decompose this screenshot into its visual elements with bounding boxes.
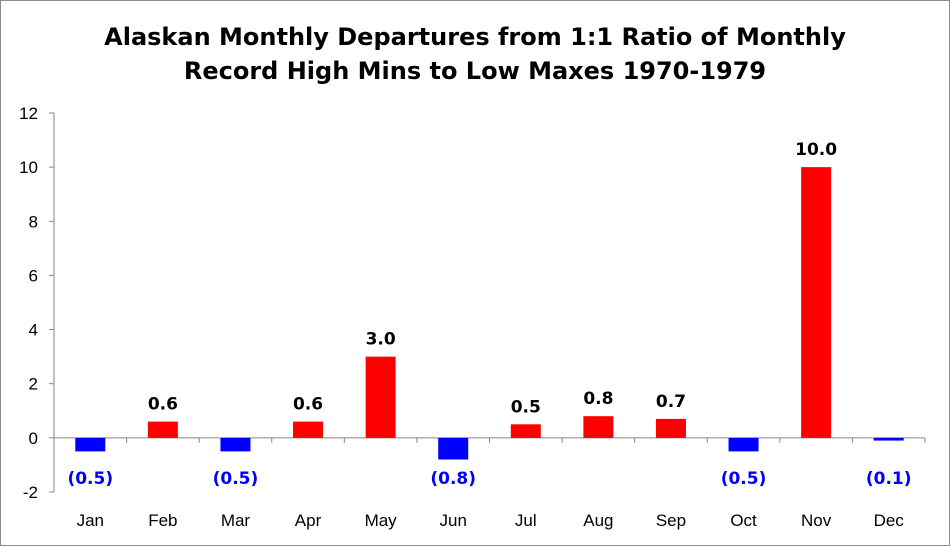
data-labels: (0.5) 0.6 (0.5) 0.6 3.0 (0.8) 0.5 0.8 0.7 (0.5) 10…	[67, 140, 911, 489]
x-tick-label: Apr	[295, 511, 322, 530]
y-axis-ticks: -2 0 2 4 6 8 10 12	[19, 104, 54, 502]
data-label: 3.0	[366, 330, 396, 350]
y-tick-label: 2	[29, 375, 38, 394]
y-tick-label: 10	[19, 158, 38, 177]
x-tick-label: Jan	[77, 511, 104, 530]
x-tick-label: Oct	[730, 511, 757, 530]
chart-title-line-2: Record High Mins to Low Maxes 1970-1979	[183, 57, 767, 85]
data-label: 0.7	[656, 392, 686, 412]
data-label: 0.8	[583, 389, 613, 409]
bars	[75, 167, 904, 460]
data-label: (0.5)	[721, 469, 767, 489]
y-tick-label: 0	[29, 429, 38, 448]
x-tick-label: Jul	[515, 511, 537, 530]
x-tick-label: Jun	[439, 511, 466, 530]
data-label: 0.5	[511, 397, 541, 417]
x-tick-label: Dec	[874, 511, 905, 530]
bar	[510, 424, 541, 438]
x-tick-label: Feb	[148, 511, 177, 530]
bar	[75, 437, 106, 452]
bar	[438, 437, 469, 460]
bar	[293, 421, 324, 438]
data-label: (0.5)	[67, 469, 113, 489]
data-label: (0.8)	[430, 469, 476, 489]
bar	[365, 356, 396, 438]
data-label: (0.5)	[213, 469, 259, 489]
data-label: 0.6	[293, 395, 323, 415]
chart-title-line-1: Alaskan Monthly Departures from 1:1 Rati…	[104, 23, 846, 51]
y-tick-label: -2	[23, 483, 38, 502]
data-label: 0.6	[148, 395, 178, 415]
data-label: 10.0	[795, 140, 837, 160]
y-tick-label: 6	[29, 266, 38, 285]
bar	[655, 418, 686, 438]
chart-title: Alaskan Monthly Departures from 1:1 Rati…	[0, 20, 950, 88]
y-tick-label: 12	[19, 104, 38, 123]
y-tick-label: 8	[29, 212, 38, 231]
bar	[220, 437, 251, 452]
x-tick-label: Sep	[656, 511, 686, 530]
bar	[873, 437, 904, 441]
bar	[728, 437, 759, 452]
x-tick-label: Aug	[583, 511, 613, 530]
bar	[583, 416, 614, 438]
x-tick-label: May	[365, 511, 398, 530]
bar	[801, 167, 832, 438]
y-tick-label: 4	[29, 321, 38, 340]
x-axis-ticks: Jan Feb Mar Apr May Jun Jul Aug Sep Oct Nov Dec	[53, 437, 926, 530]
x-tick-label: Mar	[221, 511, 251, 530]
x-tick-label: Nov	[801, 511, 832, 530]
data-label: (0.1)	[866, 469, 912, 489]
bar	[147, 421, 178, 438]
